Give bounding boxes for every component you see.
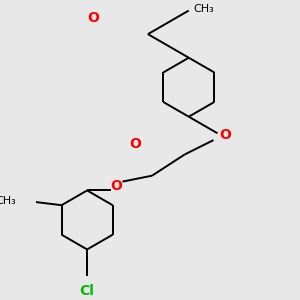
Text: CH₃: CH₃	[0, 196, 16, 206]
Text: Cl: Cl	[80, 284, 94, 298]
Text: O: O	[129, 137, 141, 151]
Text: O: O	[219, 128, 231, 142]
Text: O: O	[88, 11, 100, 25]
Text: O: O	[111, 178, 122, 193]
Text: CH₃: CH₃	[194, 4, 214, 14]
